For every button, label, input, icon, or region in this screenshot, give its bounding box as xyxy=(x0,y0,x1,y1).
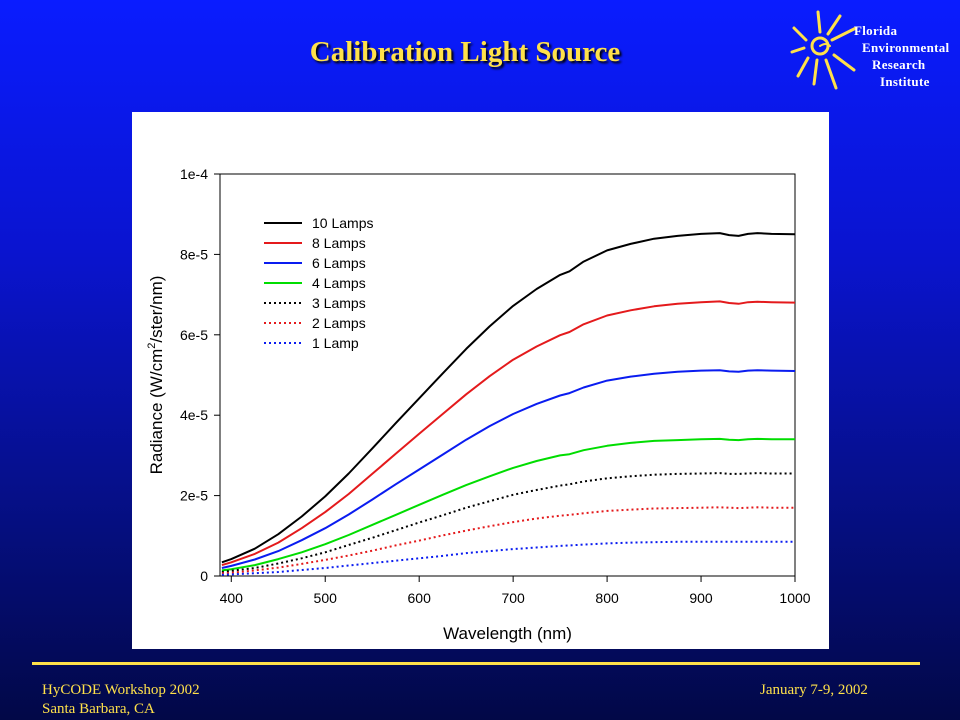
y-axis-label: Radiance (W/cm2/ster/nm) xyxy=(146,276,166,475)
logo-text-line: Research xyxy=(872,57,926,72)
series-line xyxy=(221,506,795,575)
x-tick-label: 500 xyxy=(314,590,338,606)
x-tick-label: 400 xyxy=(220,590,244,606)
legend-label: 2 Lamps xyxy=(312,315,366,331)
y-tick-label: 0 xyxy=(200,568,208,584)
y-tick-label: 4e-5 xyxy=(180,407,208,423)
y-tick-label: 1e-4 xyxy=(180,166,208,182)
x-tick-label: 800 xyxy=(595,590,619,606)
y-tick-label: 6e-5 xyxy=(180,327,208,343)
logo-text-line: Florida xyxy=(854,23,898,38)
series-line xyxy=(221,300,796,567)
plot-frame xyxy=(219,173,796,577)
x-tick-label: 600 xyxy=(408,590,432,606)
legend-label: 8 Lamps xyxy=(312,235,366,251)
footer-date: January 7-9, 2002 xyxy=(760,682,868,698)
slide-title: Calibration Light Source xyxy=(309,36,621,68)
fer-institute-logo: Florida Environmental Research Institute xyxy=(790,6,960,101)
logo-text-line: Environmental xyxy=(862,40,950,55)
x-tick-label: 900 xyxy=(689,590,713,606)
sun-logo-icon xyxy=(790,10,858,90)
x-tick-label: 700 xyxy=(501,590,525,606)
x-tick-label: 1000 xyxy=(779,590,810,606)
y-tick-label: 8e-5 xyxy=(180,246,208,262)
series-line xyxy=(221,369,796,569)
legend-label: 10 Lamps xyxy=(312,215,373,231)
footer-divider xyxy=(32,662,920,665)
legend-label: 3 Lamps xyxy=(312,295,366,311)
logo-text-line: Institute xyxy=(880,74,930,89)
legend-label: 1 Lamp xyxy=(312,335,359,351)
series-line xyxy=(221,437,795,572)
footer-event: HyCODE Workshop 2002 xyxy=(42,682,200,698)
y-tick-label: 2e-5 xyxy=(180,488,208,504)
series-line xyxy=(221,540,795,576)
x-axis-label: Wavelength (nm) xyxy=(443,624,572,643)
series-line xyxy=(221,232,796,564)
legend-label: 4 Lamps xyxy=(312,275,366,291)
radiance-line-chart: 400 500 600 700 800 900 1000 0 2e-5 4e-5 6e-5 8e-5 1… xyxy=(146,166,811,643)
chart-panel: 400 500 600 700 800 900 1000 0 2e-5 4e-5 6e-5 8e-5 1… xyxy=(132,112,829,649)
series-line xyxy=(221,472,795,573)
legend-label: 6 Lamps xyxy=(312,255,366,271)
footer-location: Santa Barbara, CA xyxy=(42,701,155,717)
